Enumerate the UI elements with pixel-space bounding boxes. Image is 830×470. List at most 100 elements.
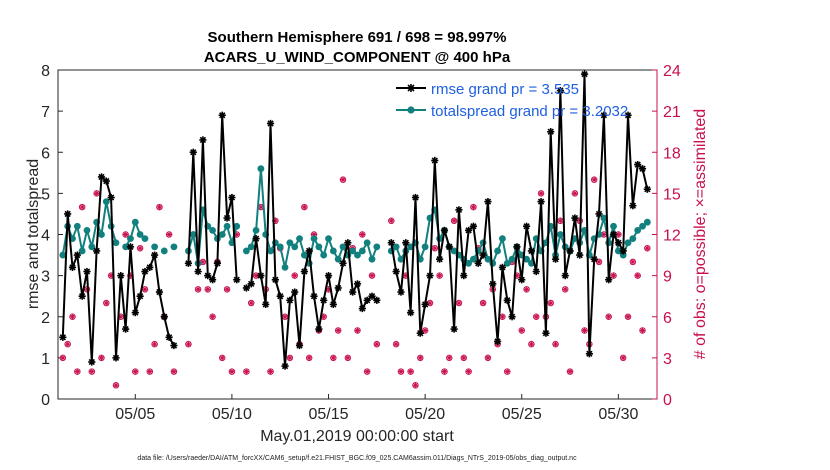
obs-point bbox=[590, 176, 598, 183]
obs-point bbox=[334, 327, 342, 334]
obs-point bbox=[88, 368, 96, 375]
totalspread-point bbox=[354, 251, 361, 259]
obs-point bbox=[441, 368, 448, 375]
obs-point bbox=[479, 299, 487, 307]
rmse-point bbox=[122, 325, 130, 333]
rmse-line-segment bbox=[390, 74, 649, 354]
totalspread-point bbox=[373, 243, 381, 251]
rmse-point bbox=[503, 296, 511, 304]
rmse-point bbox=[305, 247, 313, 255]
rmse-point bbox=[68, 263, 77, 271]
obs-point bbox=[639, 327, 646, 334]
y2-tick-label: 15 bbox=[663, 186, 681, 203]
totalspread-point bbox=[257, 165, 265, 173]
rmse-point bbox=[629, 202, 637, 210]
rmse-point bbox=[373, 296, 381, 304]
rmse-point bbox=[508, 313, 516, 321]
totalspread-point bbox=[242, 247, 250, 255]
obs-point bbox=[484, 354, 492, 362]
y-axis-label: rmse and totalspread bbox=[25, 159, 42, 309]
obs-point bbox=[267, 368, 274, 375]
totalspread-point bbox=[218, 231, 226, 238]
obs-point bbox=[281, 313, 289, 321]
legend-rmse-label: rmse grand pr = 3.535 bbox=[431, 81, 579, 98]
rmse-point bbox=[440, 226, 449, 234]
totalspread-point bbox=[98, 231, 105, 238]
obs-point bbox=[532, 313, 540, 321]
obs-point bbox=[151, 340, 158, 348]
obs-point bbox=[156, 203, 163, 211]
obs-point bbox=[141, 286, 149, 293]
rmse-point bbox=[97, 173, 106, 181]
totalspread-point bbox=[151, 243, 159, 251]
rmse-point bbox=[518, 276, 526, 284]
totalspread-point bbox=[141, 235, 149, 243]
rmse-point bbox=[262, 300, 270, 309]
obs-point bbox=[185, 340, 192, 348]
rmse-point bbox=[160, 313, 168, 321]
totalspread-point bbox=[252, 226, 260, 234]
x-tick-label: 05/10 bbox=[212, 406, 252, 423]
legend-spread-marker bbox=[407, 106, 415, 114]
obs-point bbox=[571, 190, 579, 197]
totalspread-point bbox=[368, 255, 376, 263]
rmse-point bbox=[595, 210, 603, 218]
y-tick-label: 5 bbox=[41, 186, 50, 203]
totalspread-point bbox=[88, 243, 96, 251]
totalspread-point bbox=[136, 231, 144, 238]
obs-point bbox=[610, 272, 617, 279]
rmse-point bbox=[532, 267, 540, 276]
obs-point bbox=[122, 231, 129, 238]
rmse-point bbox=[474, 259, 482, 267]
obs-point bbox=[552, 340, 559, 348]
obs-point bbox=[504, 368, 511, 375]
totalspread-point bbox=[499, 235, 506, 243]
chart-title-line-2: ACARS_U_WIND_COMPONENT @ 400 hPa bbox=[204, 49, 511, 66]
totalspread-point bbox=[334, 255, 342, 263]
totalspread-point bbox=[503, 259, 511, 267]
totalspread-point bbox=[629, 235, 637, 243]
rmse-point bbox=[619, 247, 627, 255]
legend-rmse-marker bbox=[407, 84, 415, 92]
x-tick-label: 05/30 bbox=[598, 406, 638, 423]
obs-point bbox=[499, 313, 506, 321]
obs-point bbox=[339, 176, 347, 183]
obs-point bbox=[431, 244, 439, 252]
x-axis-label: May.01,2019 00:00:00 start bbox=[260, 428, 454, 445]
rmse-point bbox=[151, 251, 159, 259]
rmse-point bbox=[271, 276, 279, 284]
rmse-point bbox=[402, 239, 410, 247]
rmse-point bbox=[590, 255, 598, 263]
rmse-point bbox=[493, 337, 502, 346]
obs-point bbox=[223, 286, 231, 293]
rmse-point bbox=[643, 185, 651, 193]
rmse-line-segment bbox=[245, 123, 378, 367]
rmse-point bbox=[131, 309, 139, 317]
rmse-point bbox=[455, 206, 463, 214]
rmse-point bbox=[353, 280, 362, 288]
rmse-point bbox=[450, 325, 458, 333]
obs-point bbox=[523, 286, 530, 293]
obs-point bbox=[460, 354, 468, 362]
rmse-point bbox=[344, 239, 352, 247]
rmse-point bbox=[392, 267, 400, 276]
obs-point bbox=[103, 299, 110, 307]
rmse-point bbox=[165, 333, 173, 341]
rmse-point bbox=[276, 292, 284, 300]
y-tick-label: 7 bbox=[41, 104, 50, 121]
rmse-point bbox=[107, 193, 115, 202]
totalspread-point bbox=[59, 251, 67, 259]
obs-point bbox=[301, 203, 308, 211]
y2-tick-label: 0 bbox=[663, 392, 672, 409]
totalspread-point bbox=[523, 255, 530, 263]
obs-point bbox=[368, 272, 376, 279]
obs-point bbox=[446, 354, 453, 362]
totalspread-point bbox=[349, 247, 357, 255]
y2-tick-label: 24 bbox=[663, 63, 681, 80]
rmse-point bbox=[624, 111, 632, 119]
rmse-point bbox=[542, 329, 550, 337]
obs-point bbox=[417, 354, 424, 362]
totalspread-point bbox=[300, 251, 308, 259]
y2-tick-label: 3 bbox=[663, 351, 672, 368]
